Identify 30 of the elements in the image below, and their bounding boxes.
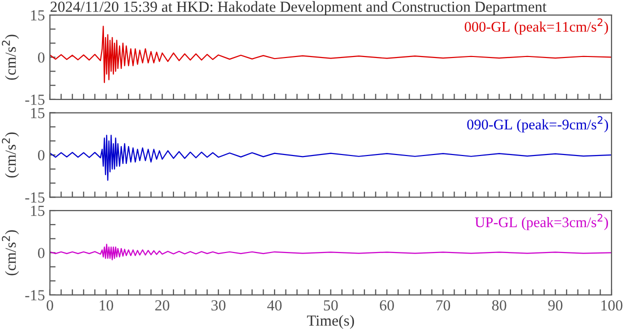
y-axis-title: (cm/s$^{2}$) (2, 132, 19, 178)
x-tick-label: 0 (46, 300, 54, 311)
x-tick-label: 70 (436, 300, 450, 311)
x-tick-label: 80 (492, 300, 506, 311)
y-axis-title: (cm/s$^{2}$) (2, 34, 19, 80)
x-tick-label: 100 (601, 300, 622, 311)
line-series (50, 244, 612, 260)
y-tick-label: 15 (31, 108, 44, 118)
chart-title: 2024/11/20 15:39 at HKD: Hakodate Development and Construction Department (50, 1, 547, 16)
x-tick-label: 20 (155, 300, 170, 311)
y-tick-label: 15 (31, 10, 44, 20)
line-series (50, 134, 612, 181)
series-label: UP-GL (peak=3cm/s$^{2}$) (474, 214, 608, 230)
y-tick-label: 0 (38, 248, 44, 258)
y-tick-label: 15 (31, 206, 44, 216)
y-tick-label: -15 (25, 94, 44, 105)
y-tick-label: 0 (38, 150, 44, 160)
y-tick-label: 0 (38, 52, 44, 63)
x-tick-label: 30 (211, 300, 226, 311)
series-label: 090-GL (peak=-9cm/s$^{2}$) (467, 116, 608, 132)
x-tick-label: 50 (324, 300, 338, 311)
x-tick-label: 40 (267, 300, 282, 311)
y-tick-label: -15 (25, 192, 44, 203)
y-axis-title: (cm/s$^{2}$) (2, 230, 19, 276)
x-tick-label: 10 (100, 300, 114, 311)
x-tick-label: 60 (380, 300, 394, 311)
x-axis-title: Time(s) (307, 315, 354, 329)
series-label: 000-GL (peak=11cm/s$^{2}$) (464, 18, 608, 35)
x-tick-label: 90 (548, 300, 562, 311)
y-tick-label: -15 (25, 290, 44, 300)
